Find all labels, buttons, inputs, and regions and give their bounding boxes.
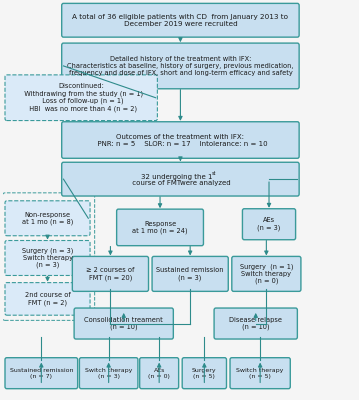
FancyBboxPatch shape bbox=[5, 201, 90, 236]
Text: Outcomes of the treatment with IFX:
  PNR: n = 5    SLOR: n = 17    Intolerance:: Outcomes of the treatment with IFX: PNR:… bbox=[93, 134, 268, 146]
Text: Detailed history of the treatment with IFX:
Characteristics at baseline, history: Detailed history of the treatment with I… bbox=[67, 56, 294, 76]
FancyBboxPatch shape bbox=[62, 43, 299, 89]
Text: AEs
(n = 0): AEs (n = 0) bbox=[148, 368, 170, 378]
Text: 2nd course of
FMT (n = 2): 2nd course of FMT (n = 2) bbox=[25, 292, 70, 306]
Text: st: st bbox=[211, 172, 216, 176]
FancyBboxPatch shape bbox=[5, 283, 90, 315]
FancyBboxPatch shape bbox=[5, 240, 90, 276]
Text: Switch therapy
(n = 5): Switch therapy (n = 5) bbox=[237, 368, 284, 378]
FancyBboxPatch shape bbox=[242, 209, 295, 240]
FancyBboxPatch shape bbox=[74, 308, 173, 339]
Text: Response
at 1 mo (n = 24): Response at 1 mo (n = 24) bbox=[132, 221, 188, 234]
Text: A total of 36 eligible patients with CD  from January 2013 to
December 2019 were: A total of 36 eligible patients with CD … bbox=[73, 14, 288, 27]
FancyBboxPatch shape bbox=[232, 256, 301, 291]
Text: Discontinued:
  Withdrawing from the study (n = 1)
  Loss of follow-up (n = 1)
 : Discontinued: Withdrawing from the study… bbox=[20, 84, 143, 112]
FancyBboxPatch shape bbox=[5, 75, 157, 120]
Text: AEs
(n = 3): AEs (n = 3) bbox=[257, 218, 281, 231]
FancyBboxPatch shape bbox=[152, 256, 228, 291]
Text: ≥ 2 courses of
FMT (n = 20): ≥ 2 courses of FMT (n = 20) bbox=[86, 267, 135, 281]
FancyBboxPatch shape bbox=[62, 122, 299, 158]
Text: Switch therapy
(n = 3): Switch therapy (n = 3) bbox=[85, 368, 132, 378]
Text: course of FMTwere analyzed: course of FMTwere analyzed bbox=[130, 180, 231, 186]
Text: Sustained remission
(n = 3): Sustained remission (n = 3) bbox=[157, 267, 224, 281]
FancyBboxPatch shape bbox=[5, 358, 78, 389]
FancyBboxPatch shape bbox=[79, 358, 138, 389]
FancyBboxPatch shape bbox=[72, 256, 149, 291]
Text: 32 undergoing the 1: 32 undergoing the 1 bbox=[141, 174, 213, 180]
Text: Surgery
(n = 5): Surgery (n = 5) bbox=[192, 368, 216, 378]
Text: Disease relapse
(n = 10): Disease relapse (n = 10) bbox=[229, 317, 282, 330]
FancyBboxPatch shape bbox=[182, 358, 227, 389]
Text: Non-response
at 1 mo (n = 8): Non-response at 1 mo (n = 8) bbox=[22, 212, 73, 225]
Text: Surgery  (n = 1)
Switch therapy
(n = 0): Surgery (n = 1) Switch therapy (n = 0) bbox=[239, 263, 293, 284]
FancyBboxPatch shape bbox=[140, 358, 179, 389]
FancyBboxPatch shape bbox=[62, 3, 299, 37]
FancyBboxPatch shape bbox=[214, 308, 297, 339]
Text: Surgery (n = 3)
Switch therapy
(n = 3): Surgery (n = 3) Switch therapy (n = 3) bbox=[22, 248, 73, 268]
FancyBboxPatch shape bbox=[230, 358, 290, 389]
FancyBboxPatch shape bbox=[62, 162, 299, 196]
Text: Consolidation treament
(n = 10): Consolidation treament (n = 10) bbox=[84, 317, 163, 330]
FancyBboxPatch shape bbox=[117, 209, 204, 246]
Text: Sustained remission
(n = 7): Sustained remission (n = 7) bbox=[10, 368, 73, 378]
